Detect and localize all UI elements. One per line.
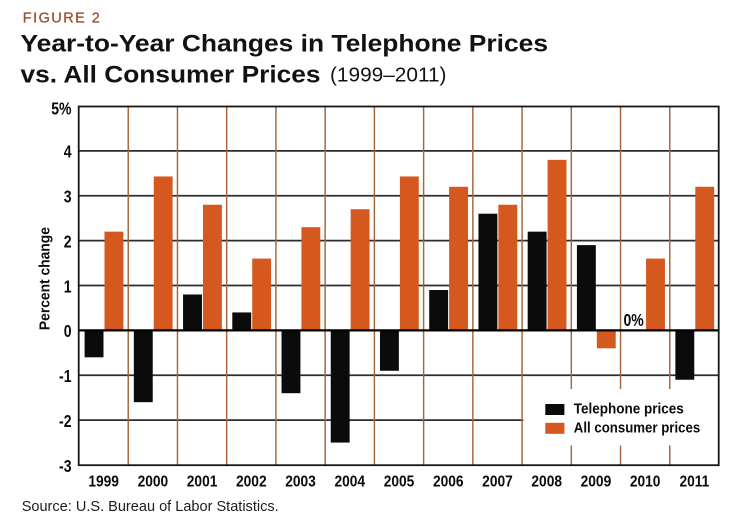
svg-text:All consumer prices: All consumer prices xyxy=(574,421,700,437)
svg-text:0: 0 xyxy=(64,322,72,342)
svg-text:2007: 2007 xyxy=(482,472,513,490)
svg-text:2005: 2005 xyxy=(384,472,415,490)
svg-text:2003: 2003 xyxy=(285,472,316,490)
svg-text:2001: 2001 xyxy=(187,472,218,490)
svg-text:2009: 2009 xyxy=(581,472,612,490)
svg-text:Source: U.S. Bureau of Labor S: Source: U.S. Bureau of Labor Statistics. xyxy=(22,498,279,515)
svg-text:2008: 2008 xyxy=(531,472,562,490)
svg-text:3: 3 xyxy=(64,187,72,207)
svg-text:2002: 2002 xyxy=(236,472,267,490)
svg-text:Percent change: Percent change xyxy=(37,227,54,330)
svg-text:-3: -3 xyxy=(59,456,71,476)
svg-text:2000: 2000 xyxy=(138,472,169,490)
svg-text:Year-to-Year Changes in Teleph: Year-to-Year Changes in Telephone Prices xyxy=(21,30,549,57)
svg-text:2011: 2011 xyxy=(679,472,709,490)
svg-text:1: 1 xyxy=(64,277,72,297)
svg-text:1999: 1999 xyxy=(88,472,119,490)
svg-text:-2: -2 xyxy=(59,411,71,431)
svg-text:0%: 0% xyxy=(623,311,643,331)
svg-text:2004: 2004 xyxy=(334,472,365,490)
svg-text:2010: 2010 xyxy=(630,472,661,490)
svg-text:4: 4 xyxy=(64,142,72,162)
svg-text:5%: 5% xyxy=(51,99,71,119)
svg-text:FIGURE 2: FIGURE 2 xyxy=(23,11,100,27)
svg-text:vs. All Consumer Prices: vs. All Consumer Prices xyxy=(21,61,321,88)
svg-text:(1999–2011): (1999–2011) xyxy=(330,63,447,86)
svg-text:2: 2 xyxy=(64,232,72,252)
svg-text:Telephone prices: Telephone prices xyxy=(574,401,684,417)
svg-text:-1: -1 xyxy=(59,366,71,386)
svg-text:2006: 2006 xyxy=(433,472,464,490)
